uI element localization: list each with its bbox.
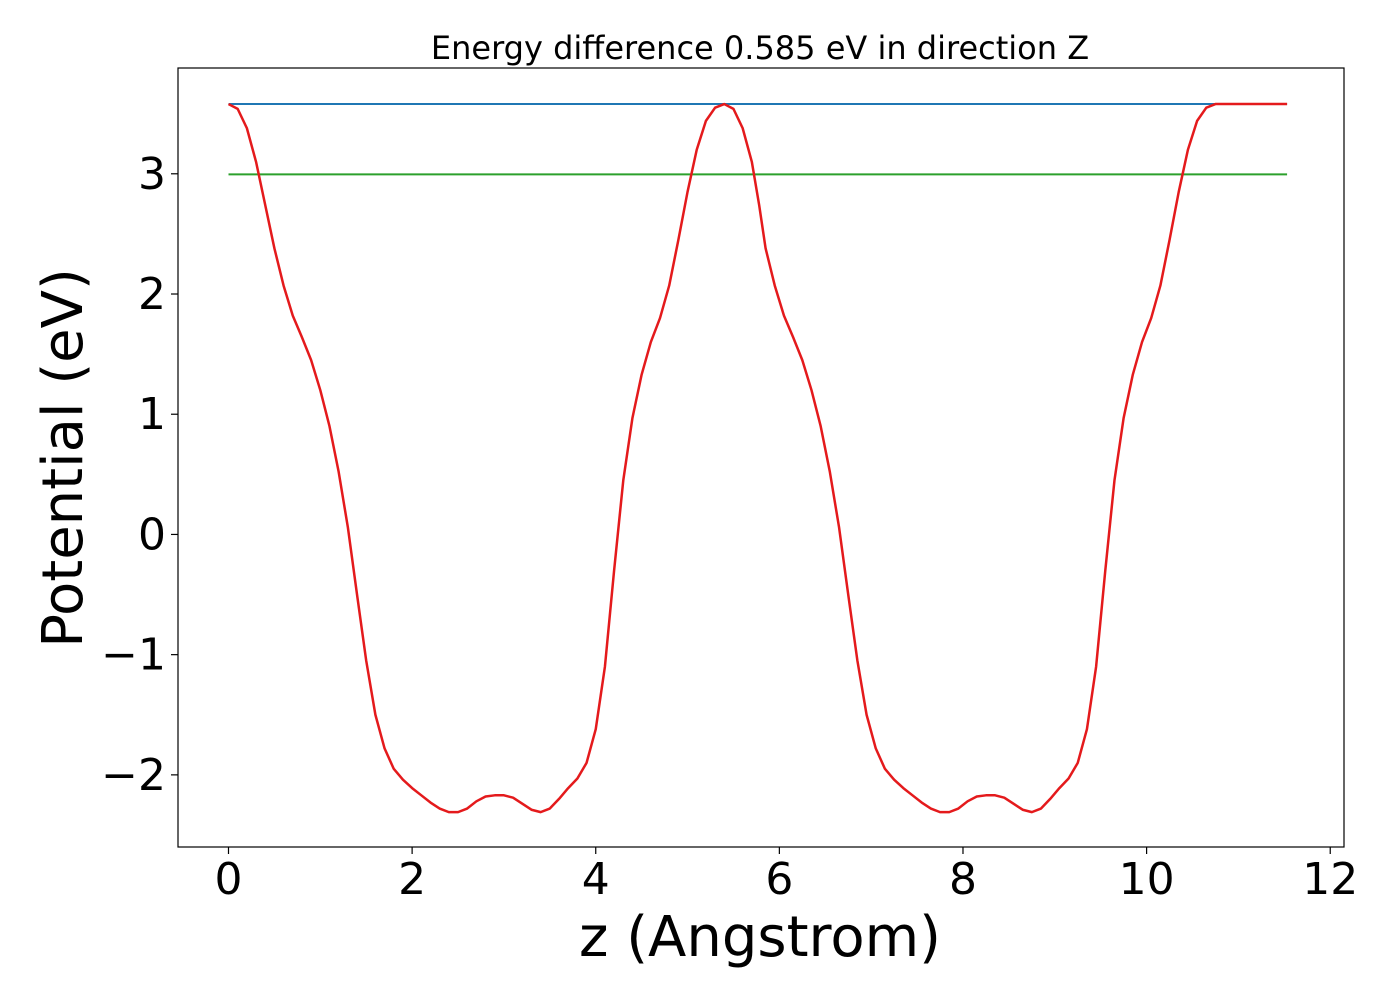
y-axis-ticks: −2 −1 0 1 2 3	[101, 149, 178, 801]
y-tick-label: −2	[101, 750, 166, 801]
x-axis-label: z (Angstrom)	[579, 905, 941, 970]
x-tick-label: 2	[398, 854, 426, 905]
plot-frame	[177, 67, 1345, 848]
x-tick-label: 12	[1302, 854, 1358, 905]
y-tick-label: −1	[101, 630, 166, 681]
y-tick-label: 3	[138, 149, 166, 200]
x-tick-label: 4	[582, 854, 610, 905]
x-tick-label: 10	[1119, 854, 1175, 905]
y-tick-label: 0	[138, 509, 166, 560]
y-tick-label: 2	[138, 269, 166, 320]
x-tick-label: 0	[214, 854, 242, 905]
x-tick-label: 8	[949, 854, 977, 905]
x-axis-ticks: 0 2 4 6 8 10 12	[214, 847, 1358, 905]
x-tick-label: 6	[765, 854, 793, 905]
y-axis-label: Potential (eV)	[31, 268, 96, 648]
chart-title: Energy difference 0.585 eV in direction …	[431, 29, 1089, 67]
series-line-potential	[227, 102, 1288, 814]
y-tick-label: 1	[138, 389, 166, 440]
series-layer	[227, 102, 1288, 814]
